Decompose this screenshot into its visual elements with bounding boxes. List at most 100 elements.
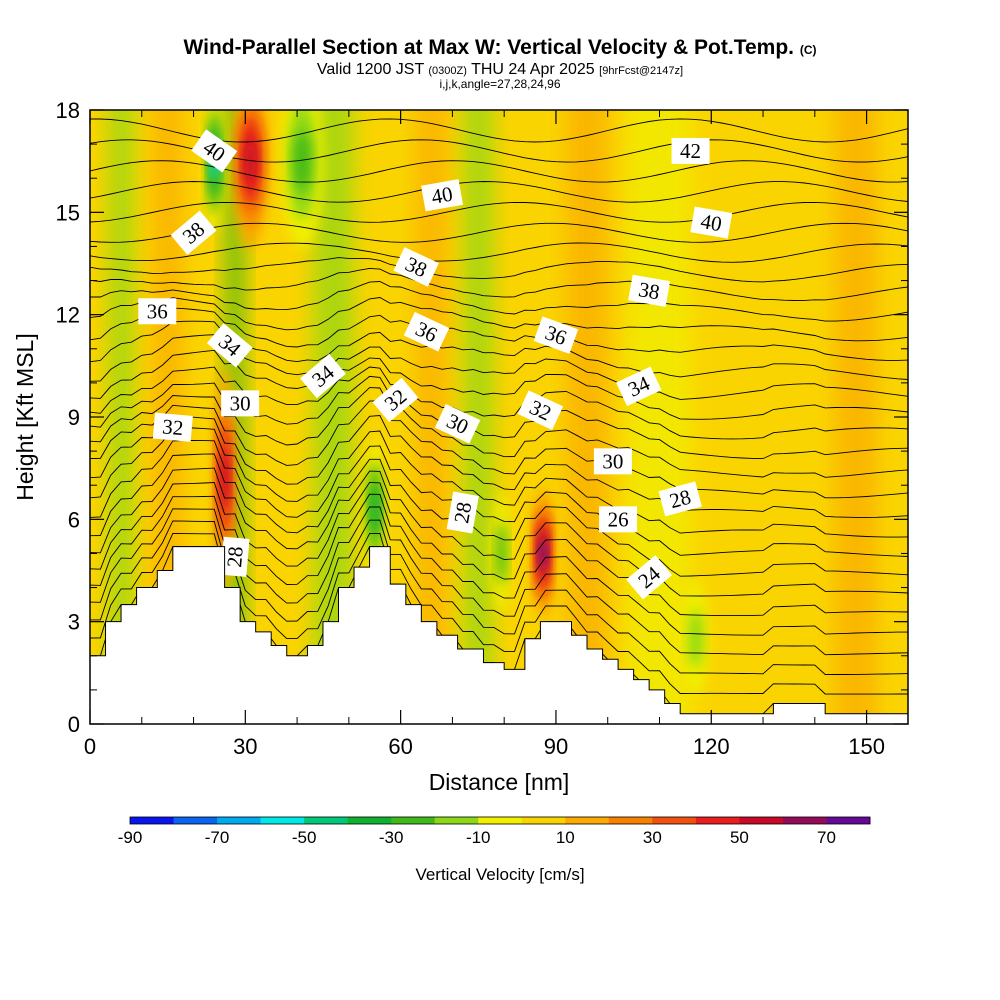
velocity-core-0 <box>220 449 229 508</box>
isentrope-line <box>90 440 908 557</box>
colorbar-tick-label: -10 <box>466 828 491 847</box>
theta-label-box <box>517 390 564 430</box>
theta-label-box <box>690 206 733 239</box>
theta-label-box <box>138 298 177 325</box>
theta-label: 36 <box>138 298 177 325</box>
isentrope-line <box>90 160 908 183</box>
theta-label-box <box>372 377 419 423</box>
valid-date: THU 24 Apr 2025 <box>471 61 595 78</box>
velocity-band-9 <box>757 110 820 724</box>
theta-label: 32 <box>152 412 193 442</box>
colorbar-tick-label: 30 <box>643 828 662 847</box>
x-tick-label: 30 <box>233 734 257 759</box>
theta-label: 26 <box>599 506 638 533</box>
isentrope-line <box>90 307 908 361</box>
y-tick-label: 9 <box>68 405 80 430</box>
isentrope-line <box>90 349 908 420</box>
isentrope-line <box>90 415 908 518</box>
colorbar-tick-label: -50 <box>292 828 317 847</box>
y-tick-label: 15 <box>56 200 80 225</box>
grid-indices: i,j,k,angle=27,28,24,96 <box>439 77 561 91</box>
theta-label: 40 <box>421 179 464 212</box>
theta-label-text: 40 <box>699 209 724 236</box>
colorbar-swatch <box>739 817 784 824</box>
theta-label: 30 <box>221 390 260 417</box>
colorbar-tick-label: -30 <box>379 828 404 847</box>
velocity-core-5 <box>370 484 380 534</box>
colorbar-swatch <box>173 817 218 824</box>
velocity-core-1 <box>244 137 257 185</box>
velocity-band-7 <box>566 110 608 724</box>
colorbar-tick-label: -70 <box>205 828 230 847</box>
isentrope-line <box>90 297 908 342</box>
y-axis-title: Height [Kft MSL] <box>12 333 38 500</box>
isentrope-line <box>90 267 908 301</box>
isentrope-line <box>90 453 908 577</box>
velocity-band-10 <box>835 110 877 724</box>
theta-label: 40 <box>690 206 733 239</box>
theta-label-box <box>593 448 632 475</box>
theta-label-box <box>446 491 479 534</box>
theta-label-text: 30 <box>602 449 623 473</box>
colorbar-tick-label: 50 <box>730 828 749 847</box>
isentrope-line <box>90 222 908 243</box>
y-tick-label: 3 <box>68 610 80 635</box>
colorbar-tick-label: -90 <box>118 828 143 847</box>
theta-label-text: 36 <box>147 299 168 323</box>
colorbar-swatch <box>304 817 349 824</box>
colorbar-tick-label: 10 <box>556 828 575 847</box>
y-tick-label: 18 <box>56 98 80 123</box>
isentrope-line <box>90 118 908 143</box>
colorbar-swatch <box>782 817 827 824</box>
x-axis-title: Distance [nm] <box>429 769 570 795</box>
theta-label: 30 <box>593 448 632 475</box>
isentrope-line <box>90 467 908 597</box>
isentrope-line <box>90 242 908 263</box>
colorbar-swatch <box>217 817 261 824</box>
y-tick-label: 0 <box>68 712 80 737</box>
isentrope-line <box>90 426 908 538</box>
x-tick-label: 0 <box>84 734 96 759</box>
theta-label-box <box>628 274 671 307</box>
isentrope-line <box>90 493 908 636</box>
theta-label-text: 42 <box>680 139 701 163</box>
isentrope-line <box>90 481 908 617</box>
y-tick-label: 6 <box>68 507 80 532</box>
colorbar-swatch <box>652 817 697 824</box>
isentrope-line <box>90 366 908 440</box>
velocity-core-6 <box>496 522 507 585</box>
terrain <box>90 546 908 724</box>
isentrope-line <box>90 181 908 203</box>
theta-label-text: 32 <box>161 414 184 440</box>
theta-label: 38 <box>628 274 671 307</box>
theta-label-box <box>626 555 673 600</box>
theta-label: 36 <box>533 316 579 354</box>
y-tick-label: 12 <box>56 303 80 328</box>
colorbar-swatch <box>565 817 610 824</box>
isentrope-line <box>90 201 908 223</box>
theta-label: 28 <box>446 491 479 534</box>
theta-label-box <box>220 536 250 577</box>
theta-label-box <box>393 247 439 287</box>
isentrope-line <box>90 257 908 283</box>
theta-label-box <box>616 366 662 407</box>
theta-label-box <box>221 390 260 417</box>
theta-label-text: 28 <box>222 545 248 568</box>
theta-label-box <box>671 137 710 164</box>
x-tick-label: 90 <box>544 734 568 759</box>
chart-subtitle: Valid 1200 JST (0300Z) THU 24 Apr 2025 [… <box>0 61 1000 79</box>
colorbar-frame <box>129 816 871 825</box>
theta-label-box <box>421 179 464 212</box>
terrain-outline <box>90 546 908 715</box>
colorbar-swatch <box>826 817 871 824</box>
x-tick-label: 60 <box>388 734 412 759</box>
isentrope-line <box>90 400 908 499</box>
theta-label-box <box>599 506 638 533</box>
colorbar-swatch <box>608 817 653 824</box>
theta-label-box <box>206 323 253 368</box>
theta-label-box <box>658 481 702 517</box>
colorbar-swatch <box>130 817 174 824</box>
colorbar-swatch <box>478 817 523 824</box>
